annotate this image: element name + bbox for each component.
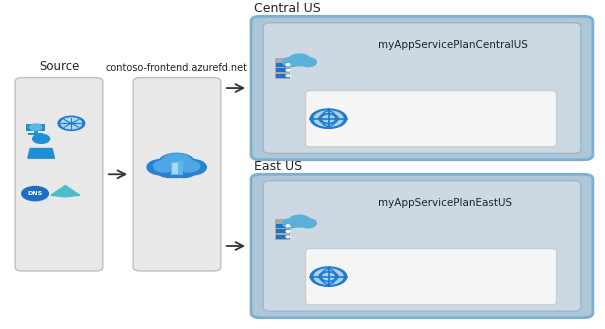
FancyBboxPatch shape [306, 248, 557, 305]
Text: DNS: DNS [27, 191, 43, 196]
Circle shape [22, 187, 48, 201]
Circle shape [322, 115, 335, 122]
Bar [26, 124, 45, 131]
Circle shape [154, 161, 175, 172]
Polygon shape [28, 148, 54, 158]
Circle shape [172, 164, 196, 178]
Text: myAppServicePlanCentralUS: myAppServicePlanCentralUS [378, 40, 528, 50]
Circle shape [283, 219, 299, 228]
Text: contoso-frontend.azurefd.net: contoso-frontend.azurefd.net [106, 63, 248, 73]
Circle shape [178, 161, 200, 172]
Circle shape [299, 58, 316, 66]
Bar [171, 162, 183, 175]
Circle shape [299, 219, 316, 228]
Circle shape [286, 225, 290, 227]
Circle shape [322, 273, 335, 280]
Polygon shape [51, 186, 80, 197]
FancyBboxPatch shape [15, 78, 103, 271]
FancyBboxPatch shape [251, 16, 593, 160]
Bar [276, 224, 290, 228]
Circle shape [286, 69, 290, 71]
FancyBboxPatch shape [263, 181, 581, 311]
Bar [276, 63, 290, 66]
Circle shape [61, 118, 82, 129]
Circle shape [162, 154, 192, 170]
Circle shape [286, 230, 290, 232]
Text: myAppServicePlanEastUS: myAppServicePlanEastUS [378, 198, 512, 208]
Circle shape [163, 163, 190, 178]
Circle shape [33, 134, 50, 143]
Circle shape [177, 160, 206, 175]
Text: Central US: Central US [254, 2, 321, 15]
FancyBboxPatch shape [133, 78, 221, 271]
Circle shape [319, 271, 338, 282]
Circle shape [310, 267, 347, 286]
Bar [275, 219, 290, 240]
Bar [276, 235, 290, 239]
Circle shape [289, 54, 310, 66]
Circle shape [286, 236, 290, 238]
Circle shape [159, 153, 195, 173]
Bar [34, 130, 38, 133]
Circle shape [58, 116, 85, 130]
Circle shape [314, 111, 343, 126]
Circle shape [314, 269, 343, 284]
Circle shape [147, 160, 176, 175]
Circle shape [286, 64, 290, 66]
Text: WebAppContoso-1: WebAppContoso-1 [363, 112, 472, 125]
Bar [276, 68, 290, 72]
Bar [276, 229, 290, 233]
Circle shape [157, 164, 182, 178]
Bar [28, 133, 43, 135]
FancyBboxPatch shape [263, 23, 581, 153]
Text: Source: Source [39, 60, 79, 73]
Bar [275, 58, 290, 79]
FancyBboxPatch shape [306, 90, 557, 147]
Circle shape [30, 124, 42, 130]
Circle shape [289, 215, 310, 227]
Circle shape [286, 75, 290, 77]
Bar [172, 163, 178, 174]
Circle shape [319, 114, 338, 124]
Bar [276, 74, 290, 78]
Circle shape [310, 109, 347, 128]
Text: East US: East US [254, 160, 302, 173]
Circle shape [283, 58, 299, 66]
FancyBboxPatch shape [251, 174, 593, 318]
Text: WebAppContoso-2: WebAppContoso-2 [363, 270, 472, 283]
